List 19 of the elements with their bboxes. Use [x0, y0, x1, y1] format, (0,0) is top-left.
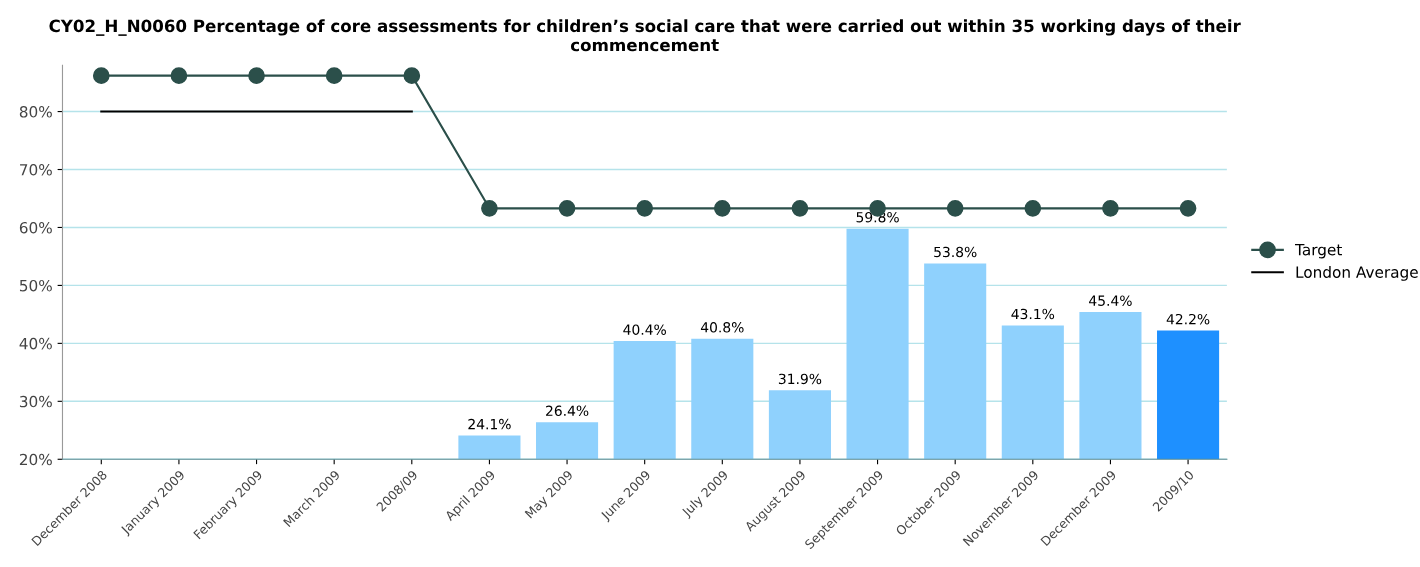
data-label: 43.1% [1011, 308, 1055, 320]
y-tick-label: 50% [19, 279, 52, 292]
data-label: 24.1% [468, 418, 511, 430]
data-label: 40.8% [700, 322, 744, 333]
legend-label: London Average [1296, 266, 1418, 281]
y-tick-label: 70% [20, 163, 52, 176]
data-label: 40.4% [623, 324, 666, 335]
y-tick-label: 20% [19, 453, 52, 466]
y-tick-label: 60% [19, 221, 52, 234]
data-label: 53.8% [934, 246, 977, 258]
chart-title: CY02_H_N0060 Percentage of core assessments for children’s social care that were carried out within 35 working days of their commencement [49, 19, 1241, 52]
data-label: 26.4% [546, 405, 589, 417]
y-tick-label: 80% [19, 106, 52, 118]
data-label: 42.2% [1166, 313, 1210, 325]
y-tick-label: 30% [19, 395, 52, 408]
legend-label: Target [1295, 244, 1342, 259]
data-label: 45.4% [1089, 295, 1132, 306]
data-label: 31.9% [778, 373, 822, 385]
y-tick-label: 40% [19, 337, 52, 350]
